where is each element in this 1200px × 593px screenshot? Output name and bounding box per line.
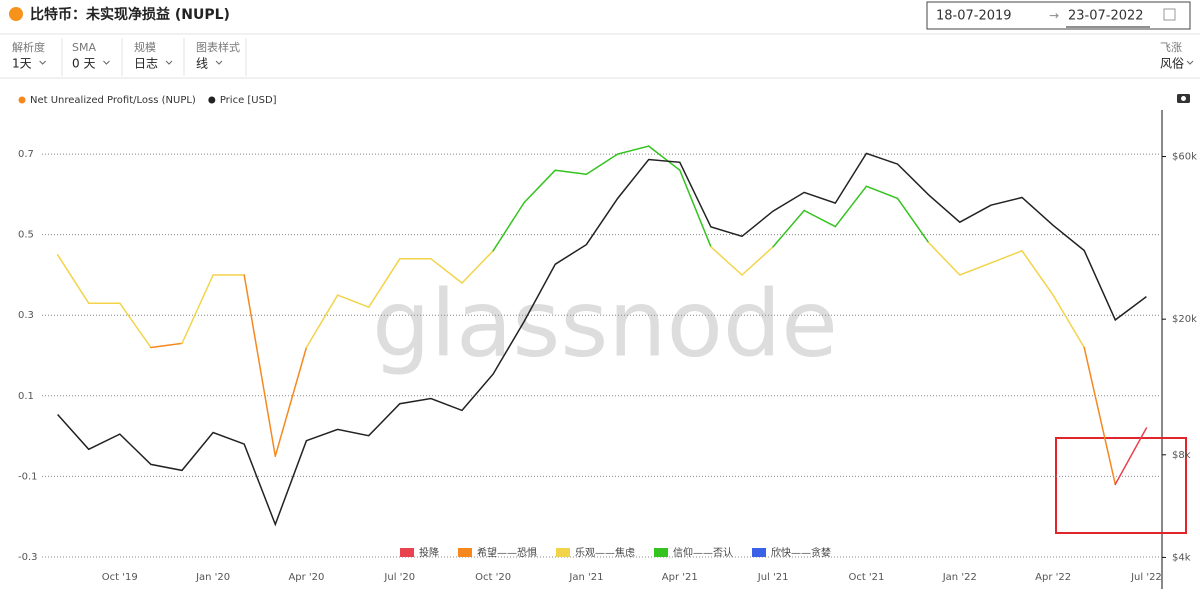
nupl-segment xyxy=(585,153,619,176)
price-line xyxy=(57,152,1147,527)
zone-swatch xyxy=(458,548,472,557)
zone-label[interactable]: 希望——恐惧 xyxy=(477,546,537,559)
y-tick-label: -0.3 xyxy=(18,552,38,563)
nupl-segment xyxy=(803,209,837,228)
x-tick-label: Jan '20 xyxy=(195,572,230,583)
y2-tick-label: $8k xyxy=(1172,450,1191,461)
control-value[interactable]: 1天 xyxy=(12,57,32,71)
nupl-segment xyxy=(1083,346,1117,486)
x-tick-label: Apr '20 xyxy=(288,572,324,583)
page-title: 比特币：未实现净损益 (NUPL) xyxy=(30,6,230,23)
control-value[interactable]: 日志 xyxy=(134,57,158,71)
watermark: glassnode xyxy=(372,270,838,377)
nupl-segment xyxy=(336,294,370,308)
nupl-segment xyxy=(647,145,681,171)
control-value[interactable]: 0 天 xyxy=(72,57,95,71)
zone-label[interactable]: 信仰——否认 xyxy=(673,546,733,559)
nupl-segment xyxy=(927,241,961,276)
zone-swatch xyxy=(400,548,414,557)
x-tick-label: Jul '20 xyxy=(383,572,415,583)
legend-dot xyxy=(18,96,26,104)
nupl-segment xyxy=(367,258,401,308)
x-tick-label: Oct '21 xyxy=(848,572,884,583)
control-label: 飞涨 xyxy=(1160,41,1182,54)
nupl-segment xyxy=(554,169,588,176)
nupl-segment xyxy=(865,185,899,200)
y2-tick-label: $4k xyxy=(1172,552,1191,563)
nupl-segment xyxy=(56,254,90,304)
nupl-segment xyxy=(1021,250,1054,296)
chevron xyxy=(215,60,223,65)
calendar-icon[interactable] xyxy=(1163,8,1176,21)
bitcoin-icon xyxy=(9,7,23,21)
nupl-segment xyxy=(461,250,494,284)
zone-label[interactable]: 乐观——焦虑 xyxy=(575,546,635,559)
control-value[interactable]: 线 xyxy=(196,57,208,71)
legend-label[interactable]: Net Unrealized Profit/Loss (NUPL) xyxy=(30,95,196,106)
control-value[interactable]: 风俗 xyxy=(1160,57,1184,71)
nupl-segment xyxy=(492,201,525,252)
y-tick-label: 0.1 xyxy=(18,391,34,402)
chevron xyxy=(1186,60,1194,65)
y-tick-label: 0.7 xyxy=(18,149,34,160)
x-tick-label: Apr '21 xyxy=(662,572,698,583)
chevron xyxy=(39,60,46,65)
highlight-box xyxy=(1055,437,1187,534)
y-tick-label: 0.5 xyxy=(18,230,34,241)
control-label: 图表样式 xyxy=(196,40,240,54)
nupl-segment xyxy=(305,294,339,349)
legend-dot xyxy=(208,96,216,104)
nupl-segment xyxy=(274,346,308,457)
y2-tick-label: $60k xyxy=(1172,152,1197,163)
zone-label[interactable]: 投降 xyxy=(419,546,439,559)
date-range[interactable] xyxy=(926,1,1191,30)
x-tick-label: Oct '20 xyxy=(475,572,511,583)
zone-swatch xyxy=(654,548,668,557)
camera-icon[interactable] xyxy=(1177,94,1190,103)
nupl-segment xyxy=(1114,427,1148,486)
chevron xyxy=(103,60,110,65)
nupl-segment xyxy=(150,342,183,349)
date-to[interactable]: 23-07-2022 xyxy=(1068,9,1144,24)
control-label: 规模 xyxy=(134,40,156,54)
control-label: SMA xyxy=(72,41,96,54)
zone-swatch xyxy=(752,548,766,557)
x-tick-label: Jan '22 xyxy=(942,572,977,583)
x-tick-label: Jan '21 xyxy=(568,572,603,583)
y-tick-label: 0.3 xyxy=(18,310,34,321)
nupl-segment xyxy=(243,274,277,457)
control-label: 解析度 xyxy=(12,40,45,54)
nupl-segment xyxy=(990,250,1023,264)
x-tick-label: Apr '22 xyxy=(1035,572,1071,583)
nupl-segment xyxy=(710,246,743,276)
y-tick-label: -0.1 xyxy=(18,471,38,482)
nupl-segment xyxy=(679,169,712,248)
nupl-segment xyxy=(834,185,868,228)
zone-label[interactable]: 欣快——贪婪 xyxy=(771,546,831,559)
zone-swatch xyxy=(556,548,570,557)
nupl-segment xyxy=(896,197,930,244)
nupl-segment xyxy=(616,145,650,155)
date-from[interactable]: 18-07-2019 xyxy=(936,9,1012,24)
chevron xyxy=(165,60,173,65)
nupl-segment xyxy=(430,258,463,284)
x-tick-label: Jul '21 xyxy=(757,572,789,583)
legend-label[interactable]: Price [USD] xyxy=(220,95,277,106)
nupl-segment xyxy=(959,262,992,276)
nupl-segment xyxy=(772,209,805,248)
nupl-segment xyxy=(181,274,214,345)
nupl-segment xyxy=(523,169,557,204)
x-tick-label: Oct '19 xyxy=(102,572,138,583)
x-tick-label: Jul '22 xyxy=(1130,572,1162,583)
date-arrow: → xyxy=(1049,9,1059,23)
nupl-segment xyxy=(1052,294,1085,349)
y2-tick-label: $20k xyxy=(1172,314,1197,325)
nupl-segment xyxy=(741,246,774,276)
nupl-segment xyxy=(119,302,152,349)
